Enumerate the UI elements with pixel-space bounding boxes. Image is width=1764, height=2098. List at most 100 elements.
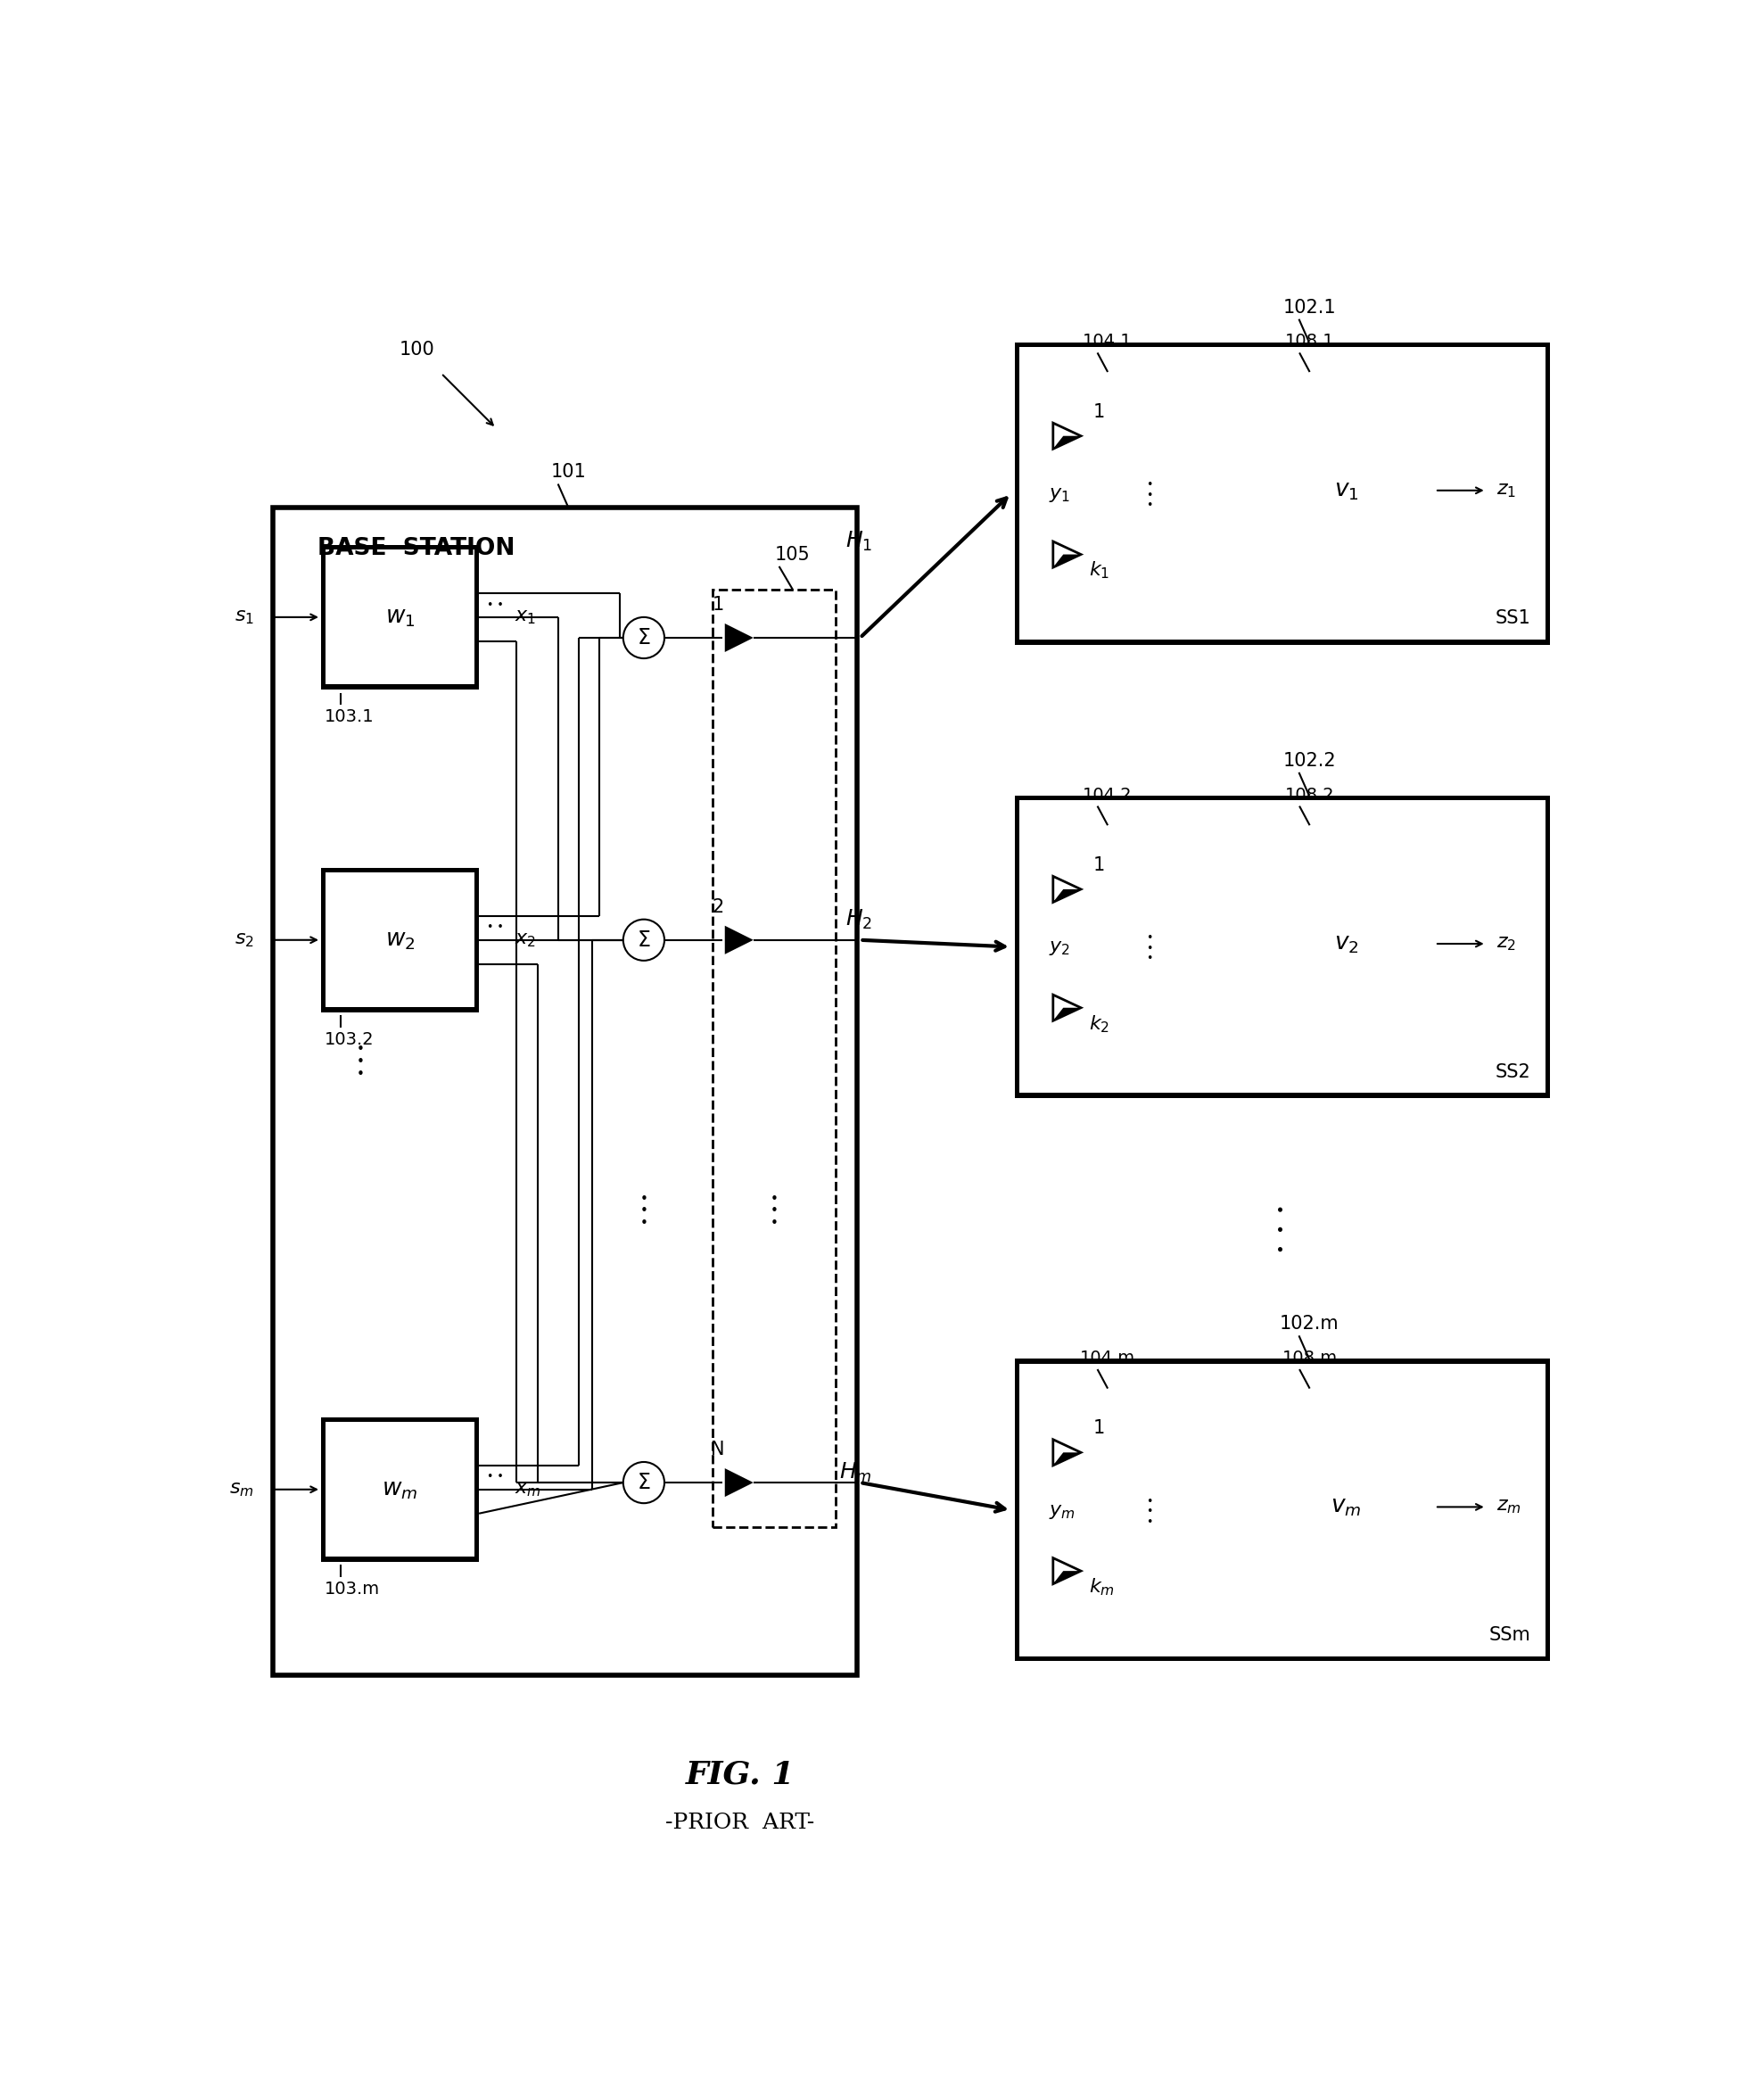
Polygon shape: [725, 623, 753, 652]
Text: •
•
•: • • •: [356, 1043, 365, 1080]
Text: 104.1: 104.1: [1083, 334, 1132, 350]
Text: FIG. 1: FIG. 1: [684, 1760, 794, 1790]
Text: $k_2$: $k_2$: [1088, 1013, 1110, 1034]
Polygon shape: [725, 925, 753, 955]
Text: 105: 105: [774, 545, 810, 564]
Text: $x_1$: $x_1$: [515, 608, 536, 625]
Bar: [1041, 825, 1251, 1062]
Text: •
•
•: • • •: [771, 1192, 778, 1229]
Bar: [713, 590, 836, 1527]
Text: 104.m: 104.m: [1080, 1349, 1136, 1366]
Polygon shape: [1053, 890, 1081, 902]
Circle shape: [623, 919, 665, 961]
Bar: [1263, 1389, 1429, 1626]
Bar: [321, 1418, 480, 1561]
Text: •
•
•: • • •: [1147, 1496, 1154, 1527]
Polygon shape: [1053, 994, 1081, 1022]
Bar: [1014, 1360, 1551, 1662]
Text: 100: 100: [399, 340, 436, 359]
Bar: [326, 873, 475, 1007]
Polygon shape: [1053, 541, 1081, 566]
Bar: [1263, 371, 1429, 608]
Text: $s_1$: $s_1$: [235, 608, 254, 625]
Text: 103.m: 103.m: [325, 1580, 379, 1599]
Bar: [321, 545, 480, 690]
Text: • •: • •: [487, 921, 505, 934]
Polygon shape: [1053, 1007, 1081, 1022]
Polygon shape: [1053, 877, 1081, 902]
Text: 1: 1: [1094, 1420, 1104, 1437]
Bar: [1014, 342, 1551, 644]
Text: SS2: SS2: [1496, 1064, 1531, 1080]
Text: $y_m$: $y_m$: [1050, 1502, 1076, 1521]
Text: 108.1: 108.1: [1284, 334, 1335, 350]
Text: SSm: SSm: [1489, 1626, 1531, 1645]
Bar: [321, 869, 480, 1011]
Text: $x_2$: $x_2$: [515, 932, 536, 948]
Text: $w_1$: $w_1$: [385, 606, 415, 629]
Bar: [1263, 825, 1429, 1062]
Polygon shape: [1053, 1559, 1081, 1584]
Text: 1: 1: [1094, 856, 1104, 875]
Text: $z_2$: $z_2$: [1496, 936, 1517, 952]
Text: 2: 2: [713, 898, 723, 917]
Bar: [1020, 1364, 1545, 1655]
Text: •
•
•: • • •: [1147, 478, 1154, 512]
Text: 103.1: 103.1: [325, 709, 374, 726]
Text: -PRIOR  ART-: -PRIOR ART-: [665, 1813, 815, 1834]
Bar: [1020, 348, 1545, 640]
Text: 1: 1: [1094, 403, 1104, 422]
Bar: [1268, 831, 1425, 1057]
Text: •  •  •: • • •: [1274, 1204, 1291, 1253]
Text: 108.2: 108.2: [1284, 787, 1335, 804]
Text: $w_m$: $w_m$: [383, 1477, 418, 1500]
Text: SS1: SS1: [1496, 611, 1531, 627]
Polygon shape: [1053, 424, 1081, 449]
Text: $\Sigma$: $\Sigma$: [637, 1473, 651, 1494]
Text: 102.m: 102.m: [1279, 1315, 1339, 1332]
Text: $x_m$: $x_m$: [515, 1481, 542, 1498]
Bar: [1041, 371, 1251, 608]
Text: • •: • •: [487, 600, 505, 611]
Bar: [273, 508, 857, 1674]
Text: $k_1$: $k_1$: [1088, 560, 1110, 581]
Bar: [1041, 1389, 1251, 1626]
Text: 108.m: 108.m: [1282, 1349, 1337, 1366]
Text: $y_2$: $y_2$: [1050, 940, 1071, 957]
Text: $\Sigma$: $\Sigma$: [637, 627, 651, 648]
Text: $y_1$: $y_1$: [1050, 487, 1071, 504]
Text: $\Sigma$: $\Sigma$: [637, 929, 651, 950]
Text: $H_1$: $H_1$: [845, 531, 871, 554]
Text: $H_2$: $H_2$: [845, 908, 871, 932]
Text: $H_m$: $H_m$: [840, 1460, 871, 1483]
Bar: [1268, 1393, 1425, 1620]
Polygon shape: [1053, 1452, 1081, 1464]
Text: 102.1: 102.1: [1282, 298, 1335, 317]
Polygon shape: [1053, 554, 1081, 566]
Text: 102.2: 102.2: [1282, 751, 1335, 770]
Bar: [1268, 378, 1425, 604]
Text: N: N: [711, 1441, 725, 1458]
Text: $v_1$: $v_1$: [1334, 478, 1358, 501]
Text: 1: 1: [713, 596, 723, 615]
Bar: [326, 550, 475, 684]
Text: $w_2$: $w_2$: [385, 929, 415, 952]
Text: •
•
•: • • •: [1147, 932, 1154, 965]
Text: BASE  STATION: BASE STATION: [318, 537, 515, 560]
Text: 103.2: 103.2: [325, 1032, 374, 1049]
Text: $v_2$: $v_2$: [1334, 932, 1358, 955]
Bar: [1020, 801, 1545, 1093]
Text: • •: • •: [487, 1471, 505, 1483]
Text: $s_2$: $s_2$: [235, 932, 254, 948]
Polygon shape: [1053, 1571, 1081, 1584]
Text: 101: 101: [550, 464, 586, 480]
Text: $k_m$: $k_m$: [1088, 1576, 1115, 1597]
Text: $v_m$: $v_m$: [1332, 1496, 1362, 1519]
Polygon shape: [1053, 436, 1081, 449]
Text: $z_1$: $z_1$: [1496, 483, 1517, 499]
Text: $s_m$: $s_m$: [229, 1481, 254, 1498]
Text: $z_m$: $z_m$: [1496, 1498, 1521, 1517]
Bar: [326, 1422, 475, 1557]
Polygon shape: [1053, 1439, 1081, 1464]
Circle shape: [623, 617, 665, 659]
